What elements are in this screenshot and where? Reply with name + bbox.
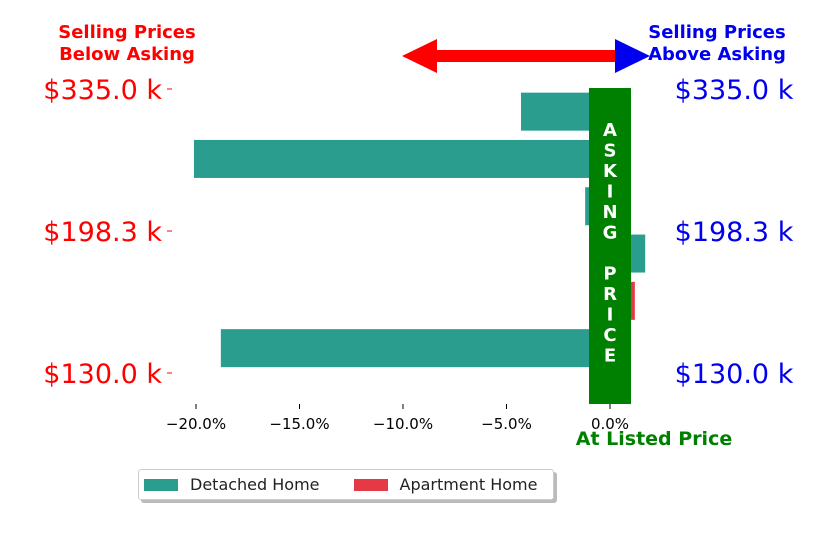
legend-item-apartment: Apartment Home [353, 475, 538, 494]
x-tick-label-3: −5.0% [481, 415, 532, 433]
direction-arrow [402, 39, 650, 73]
legend: Detached Home Apartment Home [138, 469, 554, 500]
left-header-line-2: Below Asking [59, 44, 195, 65]
asking-letter-4: N [602, 202, 617, 223]
bar-detached-1 [193, 139, 610, 178]
right-header-line-1: Selling Prices [648, 22, 785, 43]
x-tick-label-4: 0.0% [591, 415, 629, 433]
asking-letter-1: S [604, 141, 617, 162]
asking-letter-7: P [603, 264, 616, 285]
y-tick-label-right-1: $198.3 k [675, 217, 794, 248]
left-header-line-1: Selling Prices [58, 22, 195, 43]
asking-letter-5: G [603, 223, 618, 244]
asking-letter-8: R [603, 284, 617, 305]
asking-letter-0: A [603, 120, 617, 141]
y-tick-label-left-1: $198.3 k [43, 217, 162, 248]
legend-item-detached: Detached Home [144, 475, 320, 494]
x-tick-label-1: −15.0% [269, 415, 329, 433]
bars-layer [193, 92, 646, 368]
legend-swatch-detached [144, 478, 178, 491]
asking-letter-11: E [604, 346, 616, 367]
asking-price-band [589, 88, 631, 404]
legend-swatch-apartment [353, 478, 388, 491]
x-axis: −20.0% −15.0% −10.0% −5.0% 0.0% [166, 404, 629, 433]
y-tick-label-right-2: $130.0 k [675, 359, 794, 390]
legend-label-apartment: Apartment Home [399, 475, 538, 494]
bar-detached-5 [220, 329, 610, 368]
at-listed-price-label: At Listed Price [576, 428, 732, 450]
x-tick-label-2: −10.0% [373, 415, 433, 433]
asking-letter-2: K [603, 161, 618, 182]
arrow-head-left [402, 39, 437, 73]
asking-letter-10: C [603, 325, 616, 346]
asking-letter-3: I [607, 182, 614, 203]
y-tick-label-left-0: $335.0 k [43, 75, 162, 106]
right-header-line-2: Above Asking [648, 44, 786, 65]
y-tick-label-left-2: $130.0 k [43, 359, 162, 390]
y-axis-left: $335.0 k $198.3 k $130.0 k [43, 75, 172, 390]
legend-label-detached: Detached Home [190, 475, 320, 494]
arrow-head-right [615, 39, 650, 73]
asking-letter-9: I [607, 305, 614, 326]
x-tick-label-0: −20.0% [166, 415, 226, 433]
y-tick-label-right-0: $335.0 k [675, 75, 794, 106]
y-axis-right: $335.0 k $198.3 k $130.0 k [675, 75, 794, 390]
arrow-shaft [432, 50, 622, 62]
